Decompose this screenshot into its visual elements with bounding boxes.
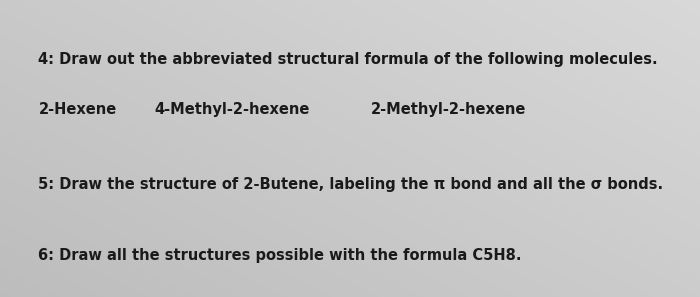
Text: 6: Draw all the structures possible with the formula C5H8.: 6: Draw all the structures possible with… [38, 248, 522, 263]
Text: 2-Methyl-2-hexene: 2-Methyl-2-hexene [371, 102, 526, 117]
Text: 2-Hexene: 2-Hexene [38, 102, 117, 117]
Text: 5: Draw the structure of 2-Butene, labeling the π bond and all the σ bonds.: 5: Draw the structure of 2-Butene, label… [38, 177, 664, 192]
Text: 4-Methyl-2-hexene: 4-Methyl-2-hexene [154, 102, 309, 117]
Text: 4: Draw out the abbreviated structural formula of the following molecules.: 4: Draw out the abbreviated structural f… [38, 52, 658, 67]
